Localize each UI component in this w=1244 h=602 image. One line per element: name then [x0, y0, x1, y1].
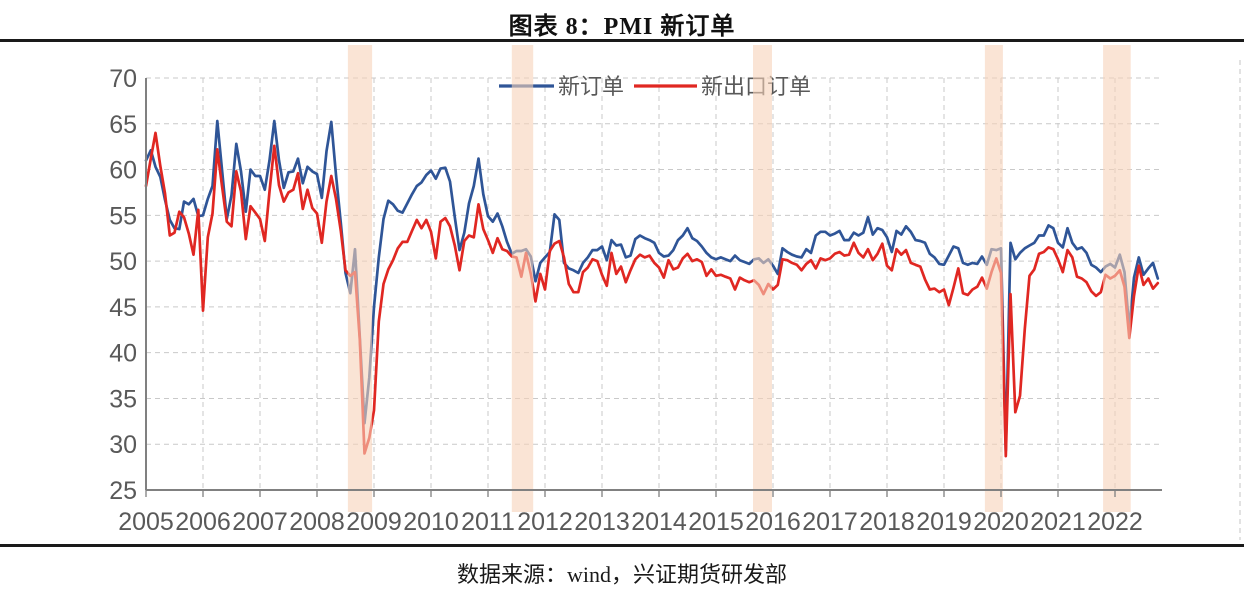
x-tick-label: 2010	[403, 508, 459, 536]
y-tick-label: 65	[109, 111, 137, 139]
x-tick-label: 2021	[1030, 508, 1086, 536]
series-line-new-orders	[144, 119, 1160, 452]
x-tick-label: 2009	[346, 508, 402, 536]
x-tick-label: 2012	[517, 508, 573, 536]
y-tick-label: 55	[109, 202, 137, 230]
chart-title: 图表 8：PMI 新订单	[508, 14, 736, 40]
x-tick-label: 2017	[802, 508, 858, 536]
x-tick-label: 2014	[631, 508, 687, 536]
x-tick-label: 2011	[461, 508, 515, 536]
x-tick-label: 2018	[859, 508, 915, 536]
highlight-band	[1103, 45, 1131, 512]
y-tick-label: 25	[109, 477, 137, 505]
y-tick-label: 70	[109, 65, 137, 93]
y-tick-label: 40	[109, 340, 137, 368]
footer-divider-line	[0, 544, 1244, 547]
y-tick-label: 35	[109, 385, 137, 413]
highlight-band	[984, 45, 1003, 512]
data-source-note: 数据来源：wind，兴证期货研发部	[456, 562, 787, 587]
x-tick-label: 2005	[118, 508, 174, 536]
y-tick-label: 50	[109, 248, 137, 276]
highlight-band	[753, 45, 772, 512]
x-tick-label: 2022	[1087, 508, 1143, 536]
y-tick-label: 45	[109, 294, 137, 322]
x-tick-label: 2016	[745, 508, 801, 536]
series-line-new-export-orders	[144, 131, 1160, 458]
y-tick-label: 60	[109, 157, 137, 185]
x-tick-label: 2007	[232, 508, 288, 536]
x-tick-label: 2020	[973, 508, 1029, 536]
highlight-band	[347, 45, 373, 512]
x-tick-label: 2019	[916, 508, 972, 536]
title-divider-line	[0, 39, 1244, 42]
legend-label-new-orders: 新订单	[558, 74, 624, 99]
x-tick-label: 2006	[175, 508, 231, 536]
x-tick-label: 2015	[688, 508, 744, 536]
x-tick-label: 2013	[574, 508, 630, 536]
y-tick-label: 30	[109, 431, 137, 459]
highlight-band	[511, 45, 534, 512]
x-tick-label: 2008	[289, 508, 345, 536]
